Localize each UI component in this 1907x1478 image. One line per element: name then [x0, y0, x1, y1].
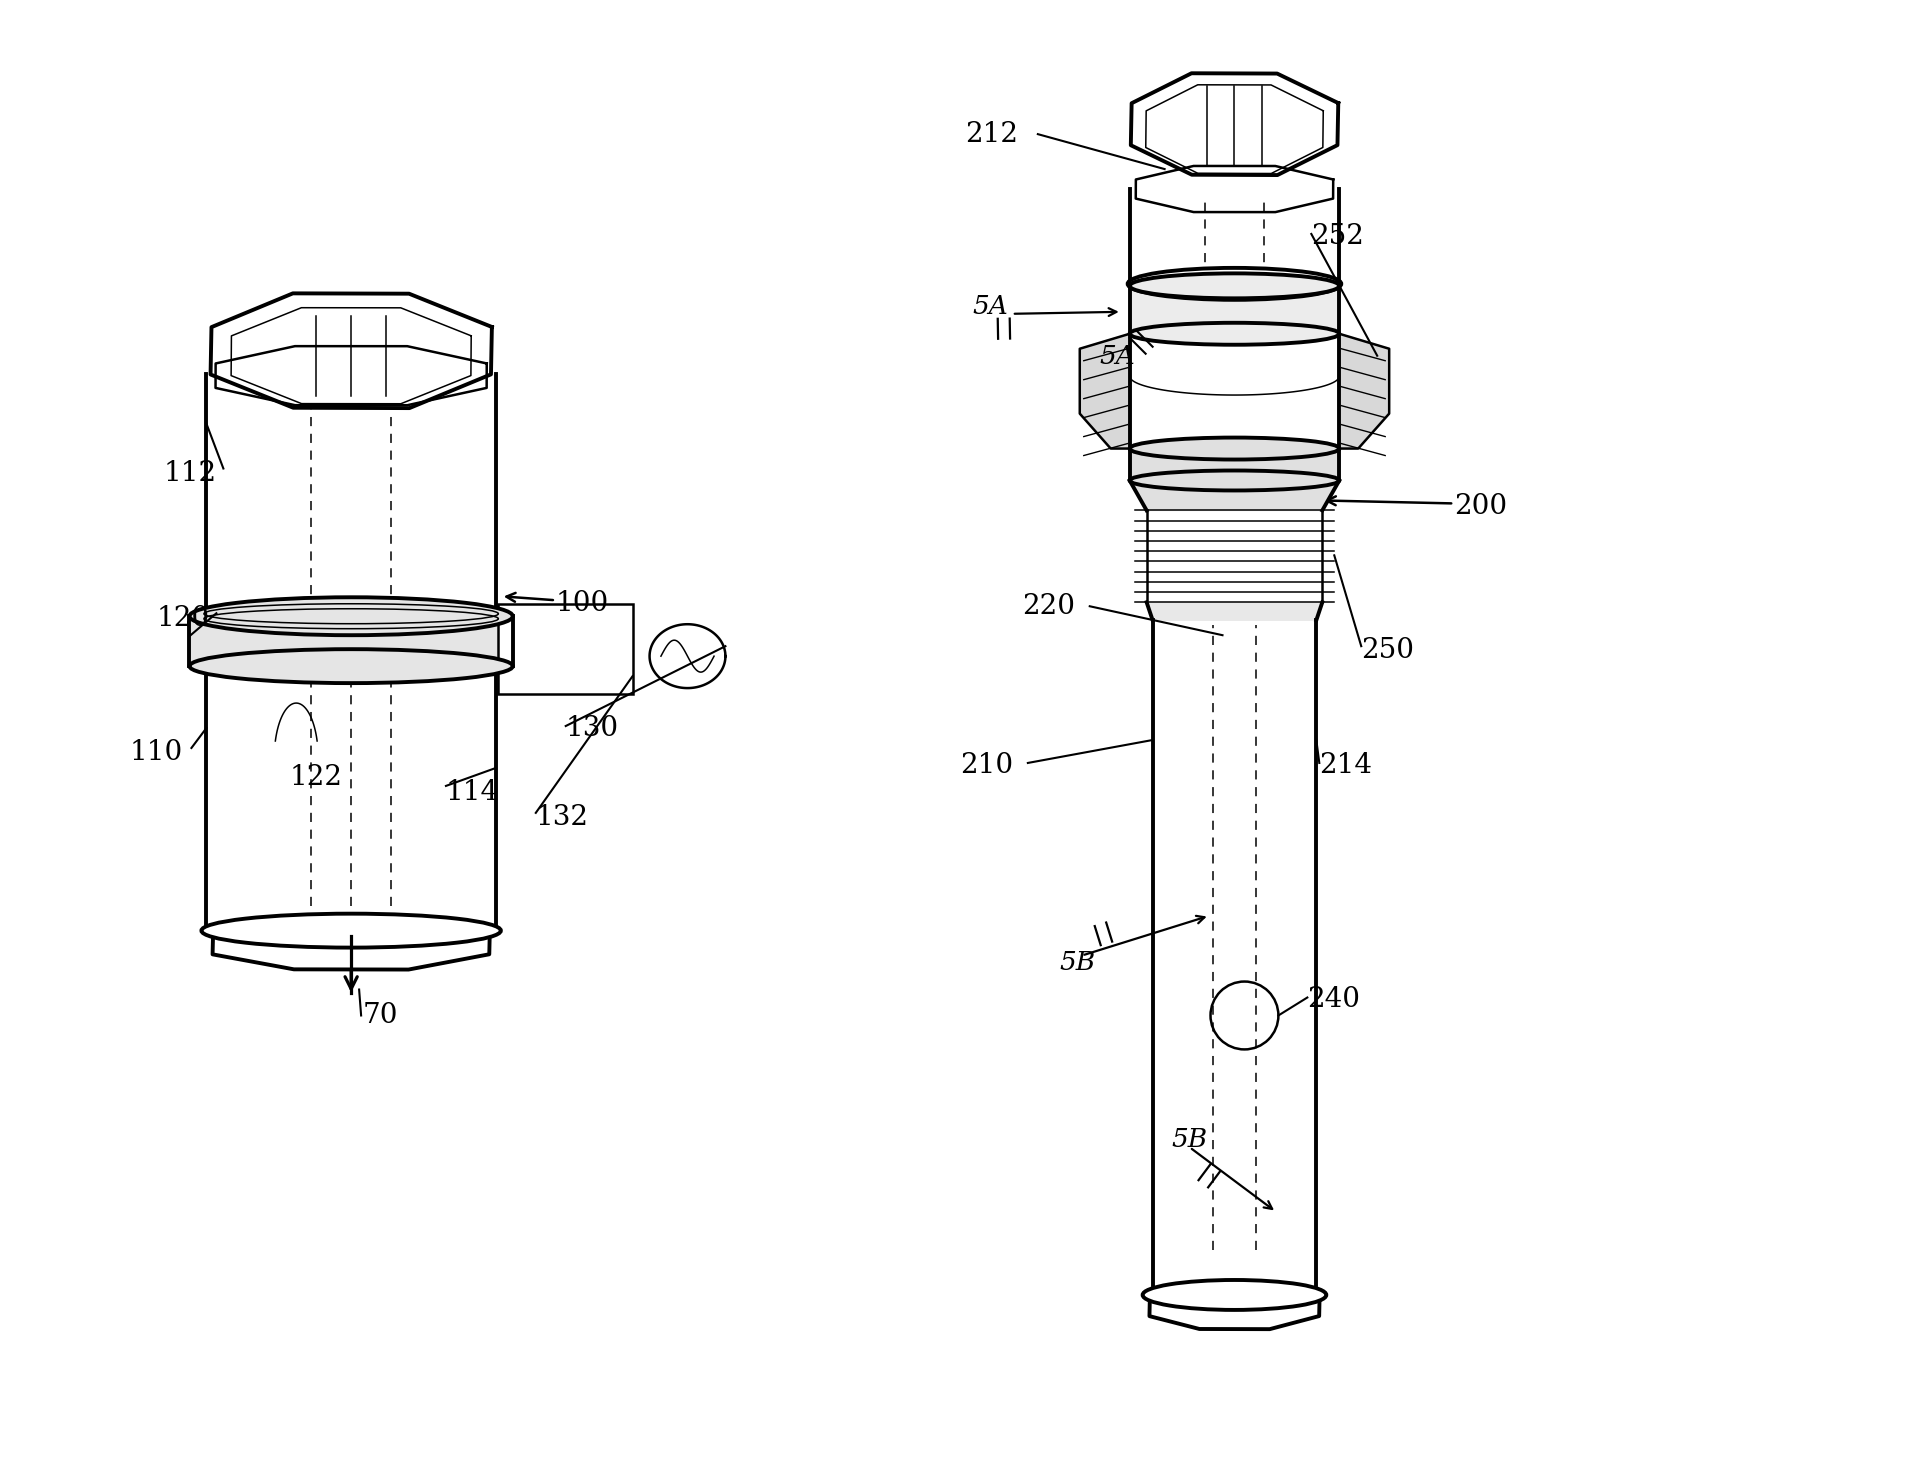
Polygon shape [1148, 1284, 1320, 1329]
Text: 212: 212 [965, 121, 1018, 148]
Polygon shape [212, 918, 490, 970]
Polygon shape [1079, 334, 1129, 448]
Polygon shape [215, 346, 486, 405]
Text: 210: 210 [959, 752, 1013, 779]
Polygon shape [1129, 334, 1339, 448]
Text: 122: 122 [290, 764, 341, 791]
Text: 112: 112 [164, 460, 217, 486]
Text: 250: 250 [1360, 637, 1413, 664]
Polygon shape [1152, 621, 1316, 1284]
Polygon shape [1129, 285, 1339, 334]
Ellipse shape [1129, 437, 1339, 460]
Polygon shape [189, 616, 513, 667]
Polygon shape [210, 293, 492, 408]
Bar [498, 605, 633, 695]
Text: 110: 110 [130, 739, 183, 767]
Ellipse shape [189, 649, 513, 683]
Text: 240: 240 [1306, 986, 1360, 1012]
Text: 120: 120 [156, 605, 210, 631]
Ellipse shape [1129, 470, 1339, 491]
Polygon shape [1339, 334, 1388, 448]
Ellipse shape [1129, 322, 1339, 344]
Ellipse shape [1129, 273, 1339, 299]
Polygon shape [206, 667, 496, 925]
Polygon shape [1129, 480, 1339, 510]
Polygon shape [1146, 602, 1322, 621]
Text: 100: 100 [555, 590, 608, 616]
Text: 70: 70 [362, 1002, 399, 1029]
Text: 5B: 5B [1058, 950, 1095, 975]
Polygon shape [1129, 189, 1339, 284]
Text: 5A: 5A [971, 294, 1007, 319]
Polygon shape [206, 374, 496, 616]
Ellipse shape [202, 913, 502, 947]
Polygon shape [1131, 74, 1337, 174]
Ellipse shape [189, 597, 513, 636]
Text: 114: 114 [446, 779, 500, 807]
Text: 5B: 5B [1171, 1126, 1207, 1151]
Polygon shape [1129, 448, 1339, 480]
Ellipse shape [1142, 1280, 1325, 1310]
Ellipse shape [1127, 268, 1341, 300]
Text: 200: 200 [1453, 494, 1507, 520]
Text: 252: 252 [1310, 223, 1364, 250]
Text: 214: 214 [1318, 752, 1371, 779]
Text: 220: 220 [1022, 593, 1074, 619]
Text: 5A: 5A [1098, 344, 1135, 370]
Text: 132: 132 [536, 804, 589, 831]
Text: 130: 130 [566, 714, 618, 742]
Polygon shape [1135, 166, 1333, 213]
